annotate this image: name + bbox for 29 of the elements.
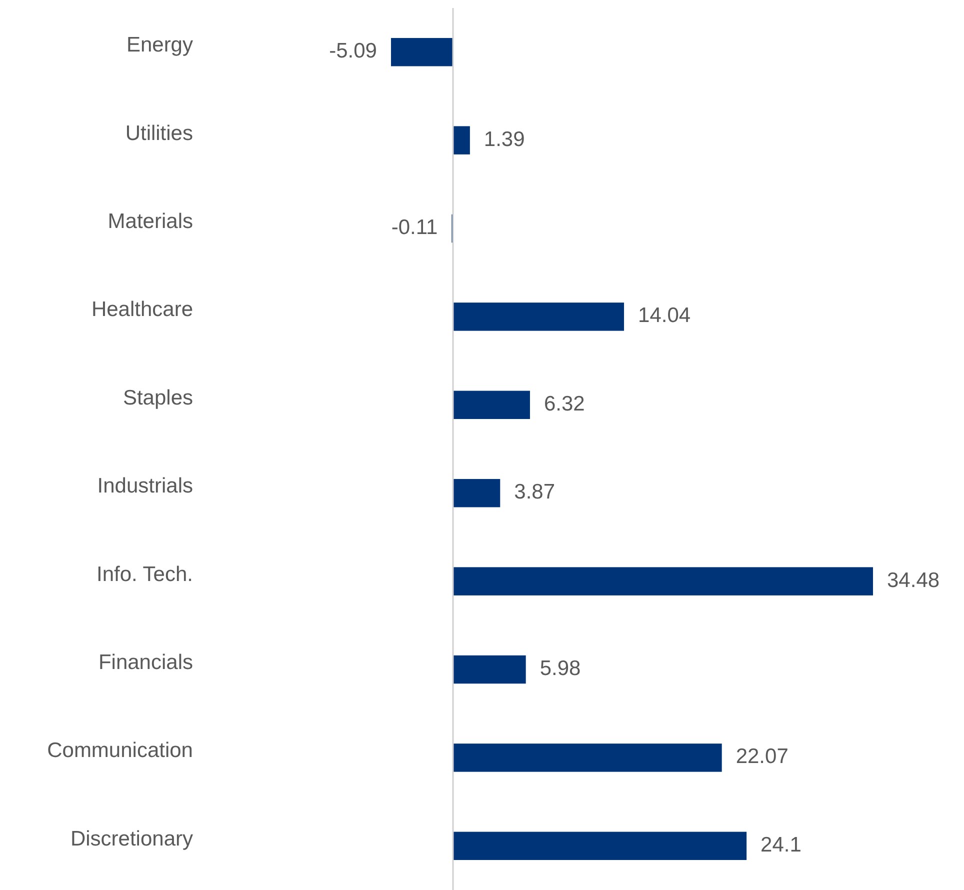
data-label: 34.48 (887, 568, 940, 592)
data-label: 5.98 (540, 657, 581, 680)
bar (453, 567, 873, 596)
bar (453, 478, 500, 508)
y-tick-label: Industrials (97, 474, 193, 498)
bar (453, 390, 530, 420)
data-label: 22.07 (736, 745, 788, 768)
data-label: 3.87 (514, 480, 556, 504)
bar (453, 126, 470, 154)
y-tick-label: Healthcare (91, 298, 193, 322)
data-label: 1.39 (484, 128, 525, 151)
data-label: 24.1 (760, 833, 802, 856)
bar (391, 38, 453, 66)
data-label: -0.11 (391, 216, 438, 240)
bar (453, 302, 624, 331)
y-tick-label: Communication (47, 739, 193, 762)
bar (453, 744, 722, 772)
y-tick-label: Info. Tech. (96, 562, 193, 586)
data-label: 6.32 (544, 392, 585, 416)
y-tick-label: Materials (108, 210, 193, 234)
data-label: 14.04 (638, 304, 691, 328)
y-tick-label: Staples (122, 386, 193, 410)
bar (453, 655, 526, 684)
y-tick-label: Discretionary (70, 827, 194, 850)
y-tick-label: Financials (98, 651, 193, 674)
y-tick-label: Energy (126, 34, 194, 57)
bar (453, 832, 747, 860)
y-tick-label: Utilities (125, 122, 193, 145)
data-label: -5.09 (329, 40, 377, 63)
